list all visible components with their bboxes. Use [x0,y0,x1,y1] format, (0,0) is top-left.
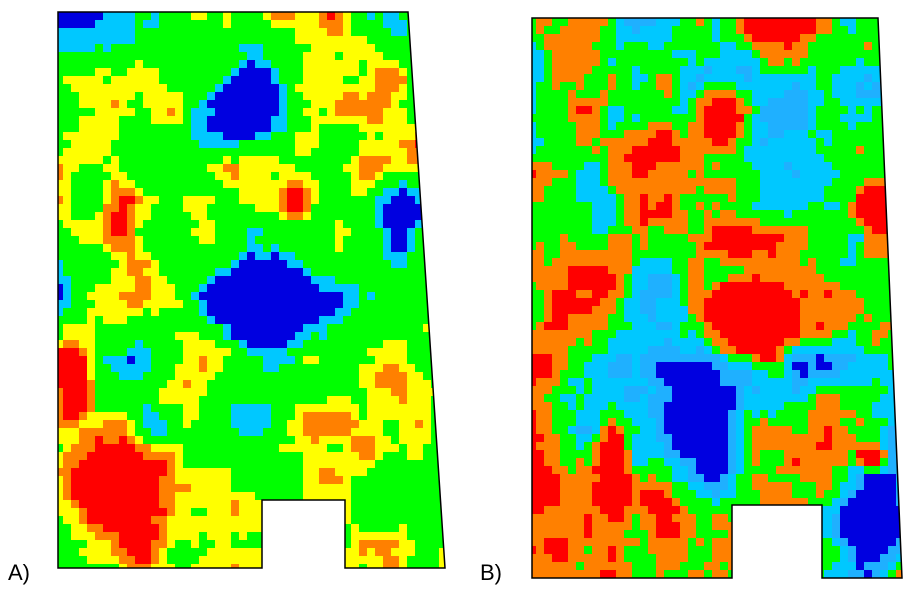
field-a-heatmap [58,12,445,568]
panel-label-b: B) [480,560,502,585]
field-b-outline [531,17,903,579]
field-b-heatmap [532,18,902,578]
panel-label-a: A) [8,560,30,585]
field-a-outline [57,11,446,569]
